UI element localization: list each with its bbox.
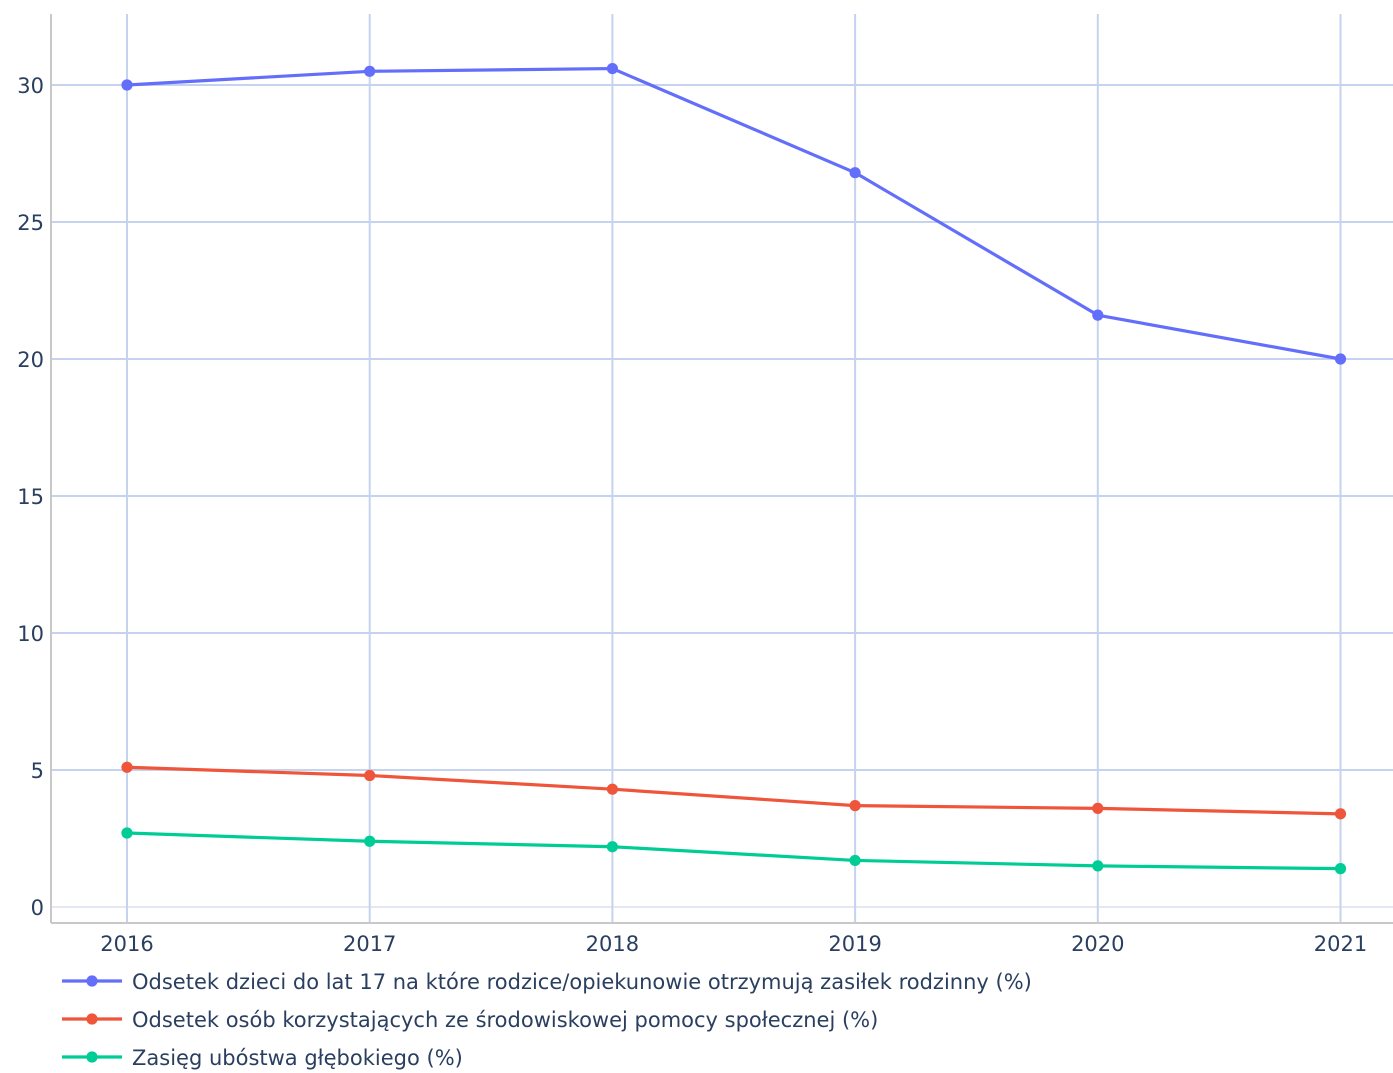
x-tick-labels: 2016 2017 2018 2019 2020 2021 bbox=[100, 932, 1367, 956]
data-point[interactable] bbox=[1334, 353, 1347, 365]
axes bbox=[50, 14, 1393, 924]
data-point[interactable] bbox=[121, 827, 133, 839]
data-point[interactable] bbox=[849, 167, 861, 179]
data-point[interactable] bbox=[849, 800, 861, 812]
legend-marker bbox=[86, 975, 98, 987]
data-point[interactable] bbox=[606, 841, 619, 853]
y-tick-label: 15 bbox=[17, 485, 44, 509]
data-point[interactable] bbox=[364, 835, 376, 847]
legend-item-3[interactable]: Zasięg ubóstwa głębokiego (%) bbox=[62, 1046, 463, 1070]
series-line bbox=[126, 765, 1341, 816]
series-3 bbox=[121, 827, 1347, 875]
data-point[interactable] bbox=[1092, 802, 1104, 814]
data-point[interactable] bbox=[121, 761, 133, 773]
x-tick-label: 2017 bbox=[343, 932, 396, 956]
data-point[interactable] bbox=[849, 854, 861, 867]
legend-marker bbox=[86, 1051, 98, 1063]
x-tick-label: 2019 bbox=[828, 932, 881, 956]
series-line bbox=[126, 66, 1341, 361]
data-point[interactable] bbox=[1334, 863, 1347, 875]
series-layer bbox=[121, 62, 1347, 875]
legend-item-1[interactable]: Odsetek dzieci do lat 17 na które rodzic… bbox=[62, 970, 1032, 994]
data-point[interactable] bbox=[364, 65, 376, 77]
legend-label: Odsetek dzieci do lat 17 na które rodzic… bbox=[132, 970, 1032, 994]
data-point[interactable] bbox=[1334, 808, 1347, 820]
data-point[interactable] bbox=[1092, 860, 1104, 872]
y-gridlines bbox=[51, 84, 1393, 908]
y-tick-label: 30 bbox=[17, 74, 44, 98]
legend-label: Zasięg ubóstwa głębokiego (%) bbox=[132, 1046, 463, 1070]
series-line bbox=[126, 831, 1341, 871]
x-tick-label: 2021 bbox=[1314, 932, 1367, 956]
legend-label: Odsetek osób korzystających ze środowisk… bbox=[132, 1008, 878, 1032]
y-tick-label: 10 bbox=[17, 622, 44, 646]
x-gridlines bbox=[126, 14, 1342, 923]
x-tick-label: 2018 bbox=[586, 932, 639, 956]
y-tick-label: 25 bbox=[17, 211, 44, 235]
y-tick-label: 5 bbox=[31, 759, 44, 783]
data-point[interactable] bbox=[364, 769, 376, 782]
series-2 bbox=[121, 761, 1347, 820]
y-tick-label: 20 bbox=[17, 348, 44, 372]
x-tick-label: 2016 bbox=[100, 932, 153, 956]
y-tick-labels: 0 5 10 15 20 25 30 bbox=[17, 74, 44, 920]
data-point[interactable] bbox=[606, 783, 619, 795]
legend-item-2[interactable]: Odsetek osób korzystających ze środowisk… bbox=[62, 1008, 878, 1032]
y-tick-label: 0 bbox=[31, 896, 44, 920]
data-point[interactable] bbox=[121, 79, 133, 91]
data-point[interactable] bbox=[1092, 309, 1104, 321]
legend-marker bbox=[86, 1013, 98, 1025]
data-point[interactable] bbox=[606, 62, 619, 75]
legend[interactable]: Odsetek dzieci do lat 17 na które rodzic… bbox=[62, 970, 1032, 1070]
series-1 bbox=[121, 62, 1347, 365]
x-tick-label: 2020 bbox=[1071, 932, 1124, 956]
